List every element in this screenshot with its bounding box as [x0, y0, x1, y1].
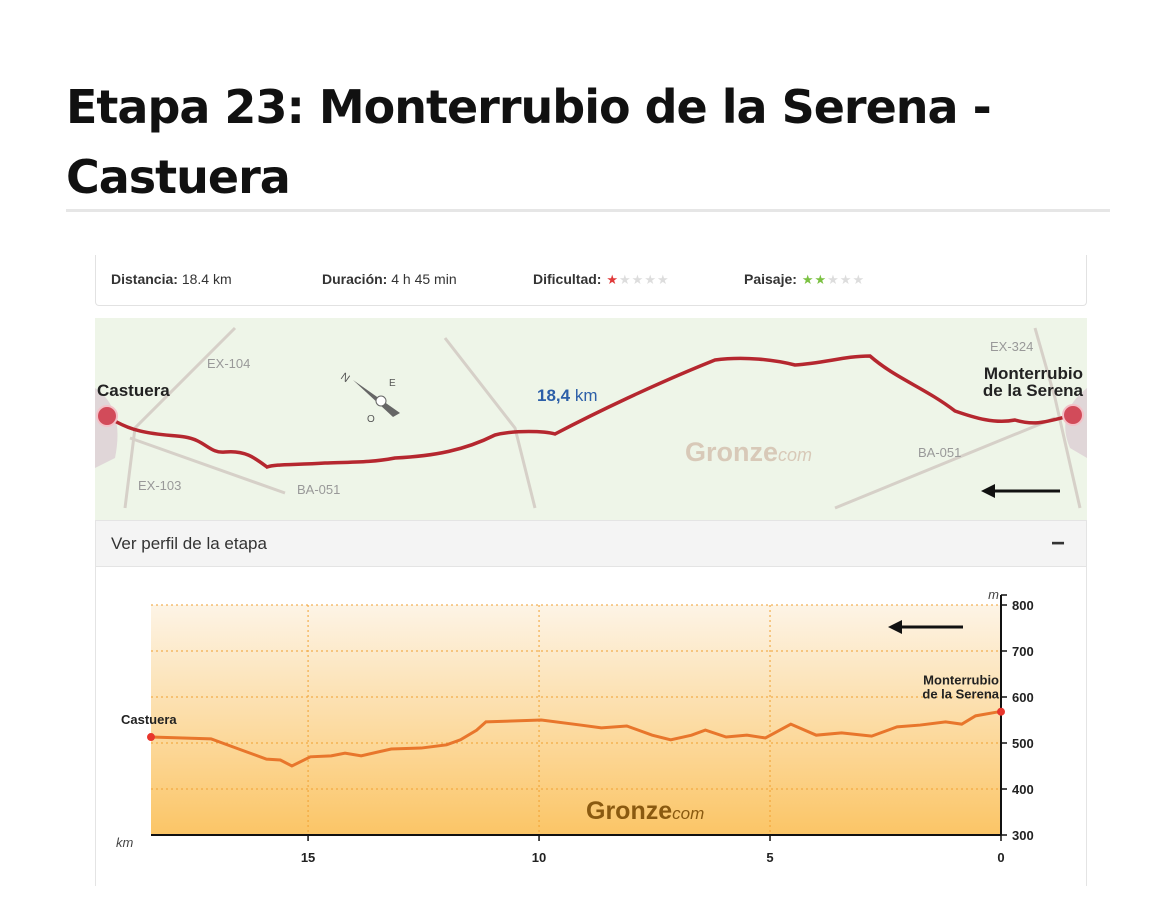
stat-label: Dificultad:	[533, 271, 602, 287]
stat-label: Duración:	[322, 271, 388, 287]
elevation-line	[150, 710, 1002, 768]
x-tick-label: 5	[766, 850, 773, 865]
road-label: EX-104	[207, 356, 250, 371]
watermark: Gronzecom	[685, 437, 812, 467]
end-label: Monterrubio	[984, 364, 1083, 383]
rating-star: ★	[631, 272, 644, 287]
watermark-suffix: com	[672, 804, 704, 823]
y-tick-label: 700	[1012, 644, 1034, 659]
stat-value: 18.4 km	[181, 271, 232, 287]
elevation-chart: 300 400 500 600 700 800 15 10 5 0 km m Gronzecom Cast…	[116, 587, 1034, 865]
y-tick-label: 800	[1012, 598, 1034, 613]
rating-star: ★	[839, 272, 852, 287]
y-axis-label: m	[988, 587, 999, 602]
y-tick-label: 500	[1012, 736, 1034, 751]
plot-background	[151, 605, 1001, 835]
stat: Dificultad: ★★★★★	[533, 271, 669, 288]
end-label: Monterrubio	[923, 673, 999, 688]
profile-toggle[interactable]: Ver perfil de la etapa −	[95, 520, 1087, 567]
compass-letter: O	[367, 414, 375, 425]
divider	[66, 209, 1110, 212]
road-label: EX-324	[990, 339, 1033, 354]
direction-arrowhead	[888, 620, 902, 634]
stat-label: Distancia:	[111, 271, 178, 287]
road-label: EX-103	[138, 478, 181, 493]
page-title: Etapa 23: Monterrubio de la Serena - Cas…	[66, 80, 992, 204]
stat: Distancia: 18.4 km	[111, 271, 232, 287]
road-label: BA-051	[297, 482, 340, 497]
y-tick-label: 300	[1012, 828, 1034, 843]
rating-star: ★	[606, 272, 618, 287]
toggle-label: Ver perfil de la etapa	[111, 534, 267, 553]
start-label: Castuera	[121, 712, 177, 727]
map-background	[95, 318, 1087, 520]
compass-letter: E	[389, 378, 396, 389]
rating-star: ★	[644, 272, 656, 287]
y-tick-label: 400	[1012, 782, 1034, 797]
watermark-text: Gronze	[586, 797, 672, 825]
stats-bar: Distancia: 18.4 km Duración: 4 h 45 min …	[95, 255, 1087, 306]
start-point	[147, 733, 155, 742]
road-label: BA-051	[918, 445, 961, 460]
x-tick-label: 10	[532, 850, 546, 865]
end-label: de la Serena	[983, 381, 1084, 400]
x-tick-label: 15	[301, 850, 315, 865]
end-point	[997, 707, 1005, 716]
distance: 18,4 km	[537, 386, 598, 405]
stat: Paisaje: ★★★★★	[744, 271, 864, 288]
toggle-icon[interactable]: −	[1051, 530, 1066, 557]
rating-star: ★	[827, 272, 839, 287]
rating-star: ★	[619, 272, 631, 287]
direction-arrowhead	[981, 484, 995, 498]
y-tick-label: 600	[1012, 690, 1034, 705]
compass: N E O	[338, 371, 400, 425]
watermark: Gronzecom	[586, 797, 704, 825]
rating-star: ★	[852, 272, 865, 287]
rating-star: ★	[801, 272, 814, 287]
rating-star: ★	[814, 272, 827, 287]
end-label: de la Serena	[922, 687, 999, 702]
start-marker	[96, 405, 118, 427]
distance-unit: km	[575, 386, 598, 405]
end-marker	[1062, 404, 1084, 426]
stat: Duración: 4 h 45 min	[322, 271, 457, 287]
start-label: Castuera	[97, 381, 170, 400]
route-map: EX-104 EX-103 BA-051 EX-324 BA-051 Castu…	[95, 318, 1087, 520]
route-line	[105, 354, 1074, 469]
stat-label: Paisaje:	[744, 271, 797, 287]
stat-value: 4 h 45 min	[391, 271, 457, 287]
x-axis-label: km	[116, 835, 134, 850]
x-tick-label: 0	[997, 850, 1004, 865]
rating-star: ★	[656, 272, 669, 287]
profile-panel: 300 400 500 600 700 800 15 10 5 0 km m Gronzecom Cast…	[95, 566, 1087, 886]
distance-value: 18,4	[537, 386, 571, 405]
